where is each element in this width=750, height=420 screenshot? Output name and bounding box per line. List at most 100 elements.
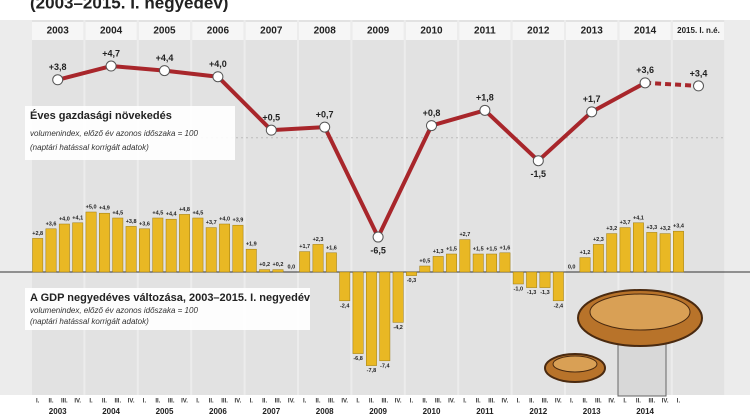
bar-label: 0,0 bbox=[287, 264, 295, 270]
gear bbox=[589, 293, 691, 331]
bar bbox=[366, 271, 377, 366]
line-chart-title: Éves gazdasági növekedés bbox=[30, 109, 172, 122]
bar-label: -4,2 bbox=[393, 325, 402, 331]
bar-chart-subtitle: volumenindex, előző év azonos időszaka =… bbox=[30, 306, 198, 315]
bar-label: +1,6 bbox=[326, 245, 337, 251]
quarter-label: I. bbox=[410, 399, 414, 405]
bar-label: 0,0 bbox=[568, 264, 576, 270]
year-header bbox=[245, 22, 297, 40]
quarter-label: I. bbox=[356, 399, 360, 405]
year-label: 2013 bbox=[581, 26, 604, 37]
quarter-label: IV. bbox=[502, 399, 509, 405]
bottom-axis-band bbox=[0, 395, 750, 420]
bar bbox=[325, 252, 337, 273]
bar-label: +4,0 bbox=[59, 216, 70, 222]
bar-label: +1,2 bbox=[580, 250, 591, 256]
year-axis-label: 2004 bbox=[102, 407, 120, 416]
bar bbox=[379, 271, 391, 362]
quarter-label: II. bbox=[209, 399, 214, 405]
column-band bbox=[405, 20, 458, 395]
quarter-label: IV. bbox=[555, 399, 562, 405]
year-axis-label: 2005 bbox=[156, 407, 174, 416]
quarter-label: I. bbox=[89, 399, 93, 405]
bar bbox=[152, 217, 164, 273]
quarter-label: I. bbox=[250, 399, 254, 405]
bar bbox=[406, 271, 417, 276]
bar-label: +2,3 bbox=[313, 237, 324, 243]
bar-label: +3,2 bbox=[660, 226, 671, 232]
year-axis-label: 2011 bbox=[476, 407, 494, 416]
quarter-label: III. bbox=[328, 399, 335, 405]
bar-label: +2,7 bbox=[459, 232, 470, 238]
bar-label: +3,7 bbox=[206, 220, 217, 226]
bar bbox=[205, 227, 217, 273]
bar-label: +3,6 bbox=[139, 221, 150, 227]
title-band bbox=[0, 0, 750, 20]
year-axis-label: 2009 bbox=[369, 407, 387, 416]
bar bbox=[459, 239, 471, 273]
bar bbox=[179, 214, 190, 273]
column-band bbox=[138, 20, 191, 395]
bar bbox=[512, 271, 524, 285]
bar-label: +1,3 bbox=[433, 249, 444, 255]
bar-label: -2,4 bbox=[340, 303, 350, 309]
line-point bbox=[372, 231, 384, 243]
line-series-estimate bbox=[644, 80, 699, 88]
quarter-label: I. bbox=[303, 399, 307, 405]
bar bbox=[259, 269, 271, 273]
quarter-label: I. bbox=[143, 399, 147, 405]
point-label: +0,5 bbox=[262, 113, 280, 123]
line-point bbox=[639, 77, 651, 89]
line-point bbox=[52, 74, 64, 86]
bar-label: -7,8 bbox=[367, 368, 376, 374]
point-label: +0,7 bbox=[316, 109, 334, 119]
point-label: +1,7 bbox=[583, 94, 601, 104]
bar-label: +4,9 bbox=[99, 206, 110, 212]
point-label: +4,7 bbox=[102, 48, 120, 58]
year-header bbox=[512, 22, 564, 40]
bar bbox=[312, 244, 324, 273]
bar-label: +4,8 bbox=[179, 207, 190, 213]
bar-label: +4,5 bbox=[192, 210, 203, 216]
bar bbox=[112, 217, 124, 273]
quarter-label: II. bbox=[262, 399, 267, 405]
year-header bbox=[85, 22, 137, 40]
bar bbox=[552, 271, 564, 302]
year-header bbox=[566, 22, 618, 40]
bar bbox=[72, 222, 84, 273]
bar-label: +1,7 bbox=[299, 244, 310, 250]
quarter-label: II. bbox=[422, 399, 427, 405]
page-title: (2003–2015. I. negyedév) bbox=[30, 0, 228, 12]
quarter-label: IV. bbox=[235, 399, 242, 405]
bar-label: +4,1 bbox=[633, 215, 644, 221]
line-point bbox=[586, 106, 598, 118]
quarter-label: IV. bbox=[662, 399, 669, 405]
bar-label: -1,3 bbox=[540, 290, 549, 296]
year-label: 2004 bbox=[100, 26, 123, 37]
column-band bbox=[299, 20, 351, 395]
bar bbox=[85, 211, 97, 273]
year-axis-label: 2007 bbox=[262, 407, 280, 416]
quarter-label: III. bbox=[542, 399, 549, 405]
bar bbox=[486, 253, 497, 273]
quarter-label: II. bbox=[49, 399, 54, 405]
bar bbox=[219, 223, 230, 273]
year-header bbox=[192, 22, 244, 40]
bar-label: +3,2 bbox=[606, 226, 617, 232]
year-label: 2011 bbox=[474, 26, 496, 37]
quarter-label: III. bbox=[595, 399, 602, 405]
bar bbox=[499, 252, 511, 273]
bar-label: -1,3 bbox=[527, 290, 536, 296]
bar bbox=[579, 257, 591, 273]
quarter-label: I. bbox=[463, 399, 467, 405]
quarter-label: II. bbox=[636, 399, 641, 405]
point-label: +3,4 bbox=[690, 68, 708, 78]
quarter-label: II. bbox=[102, 399, 107, 405]
year-axis-label: 2013 bbox=[583, 407, 601, 416]
quarter-label: III. bbox=[435, 399, 442, 405]
bar-label: +1,5 bbox=[473, 246, 484, 252]
year-label: 2007 bbox=[260, 26, 283, 37]
bar bbox=[673, 230, 684, 273]
bar bbox=[339, 271, 351, 302]
